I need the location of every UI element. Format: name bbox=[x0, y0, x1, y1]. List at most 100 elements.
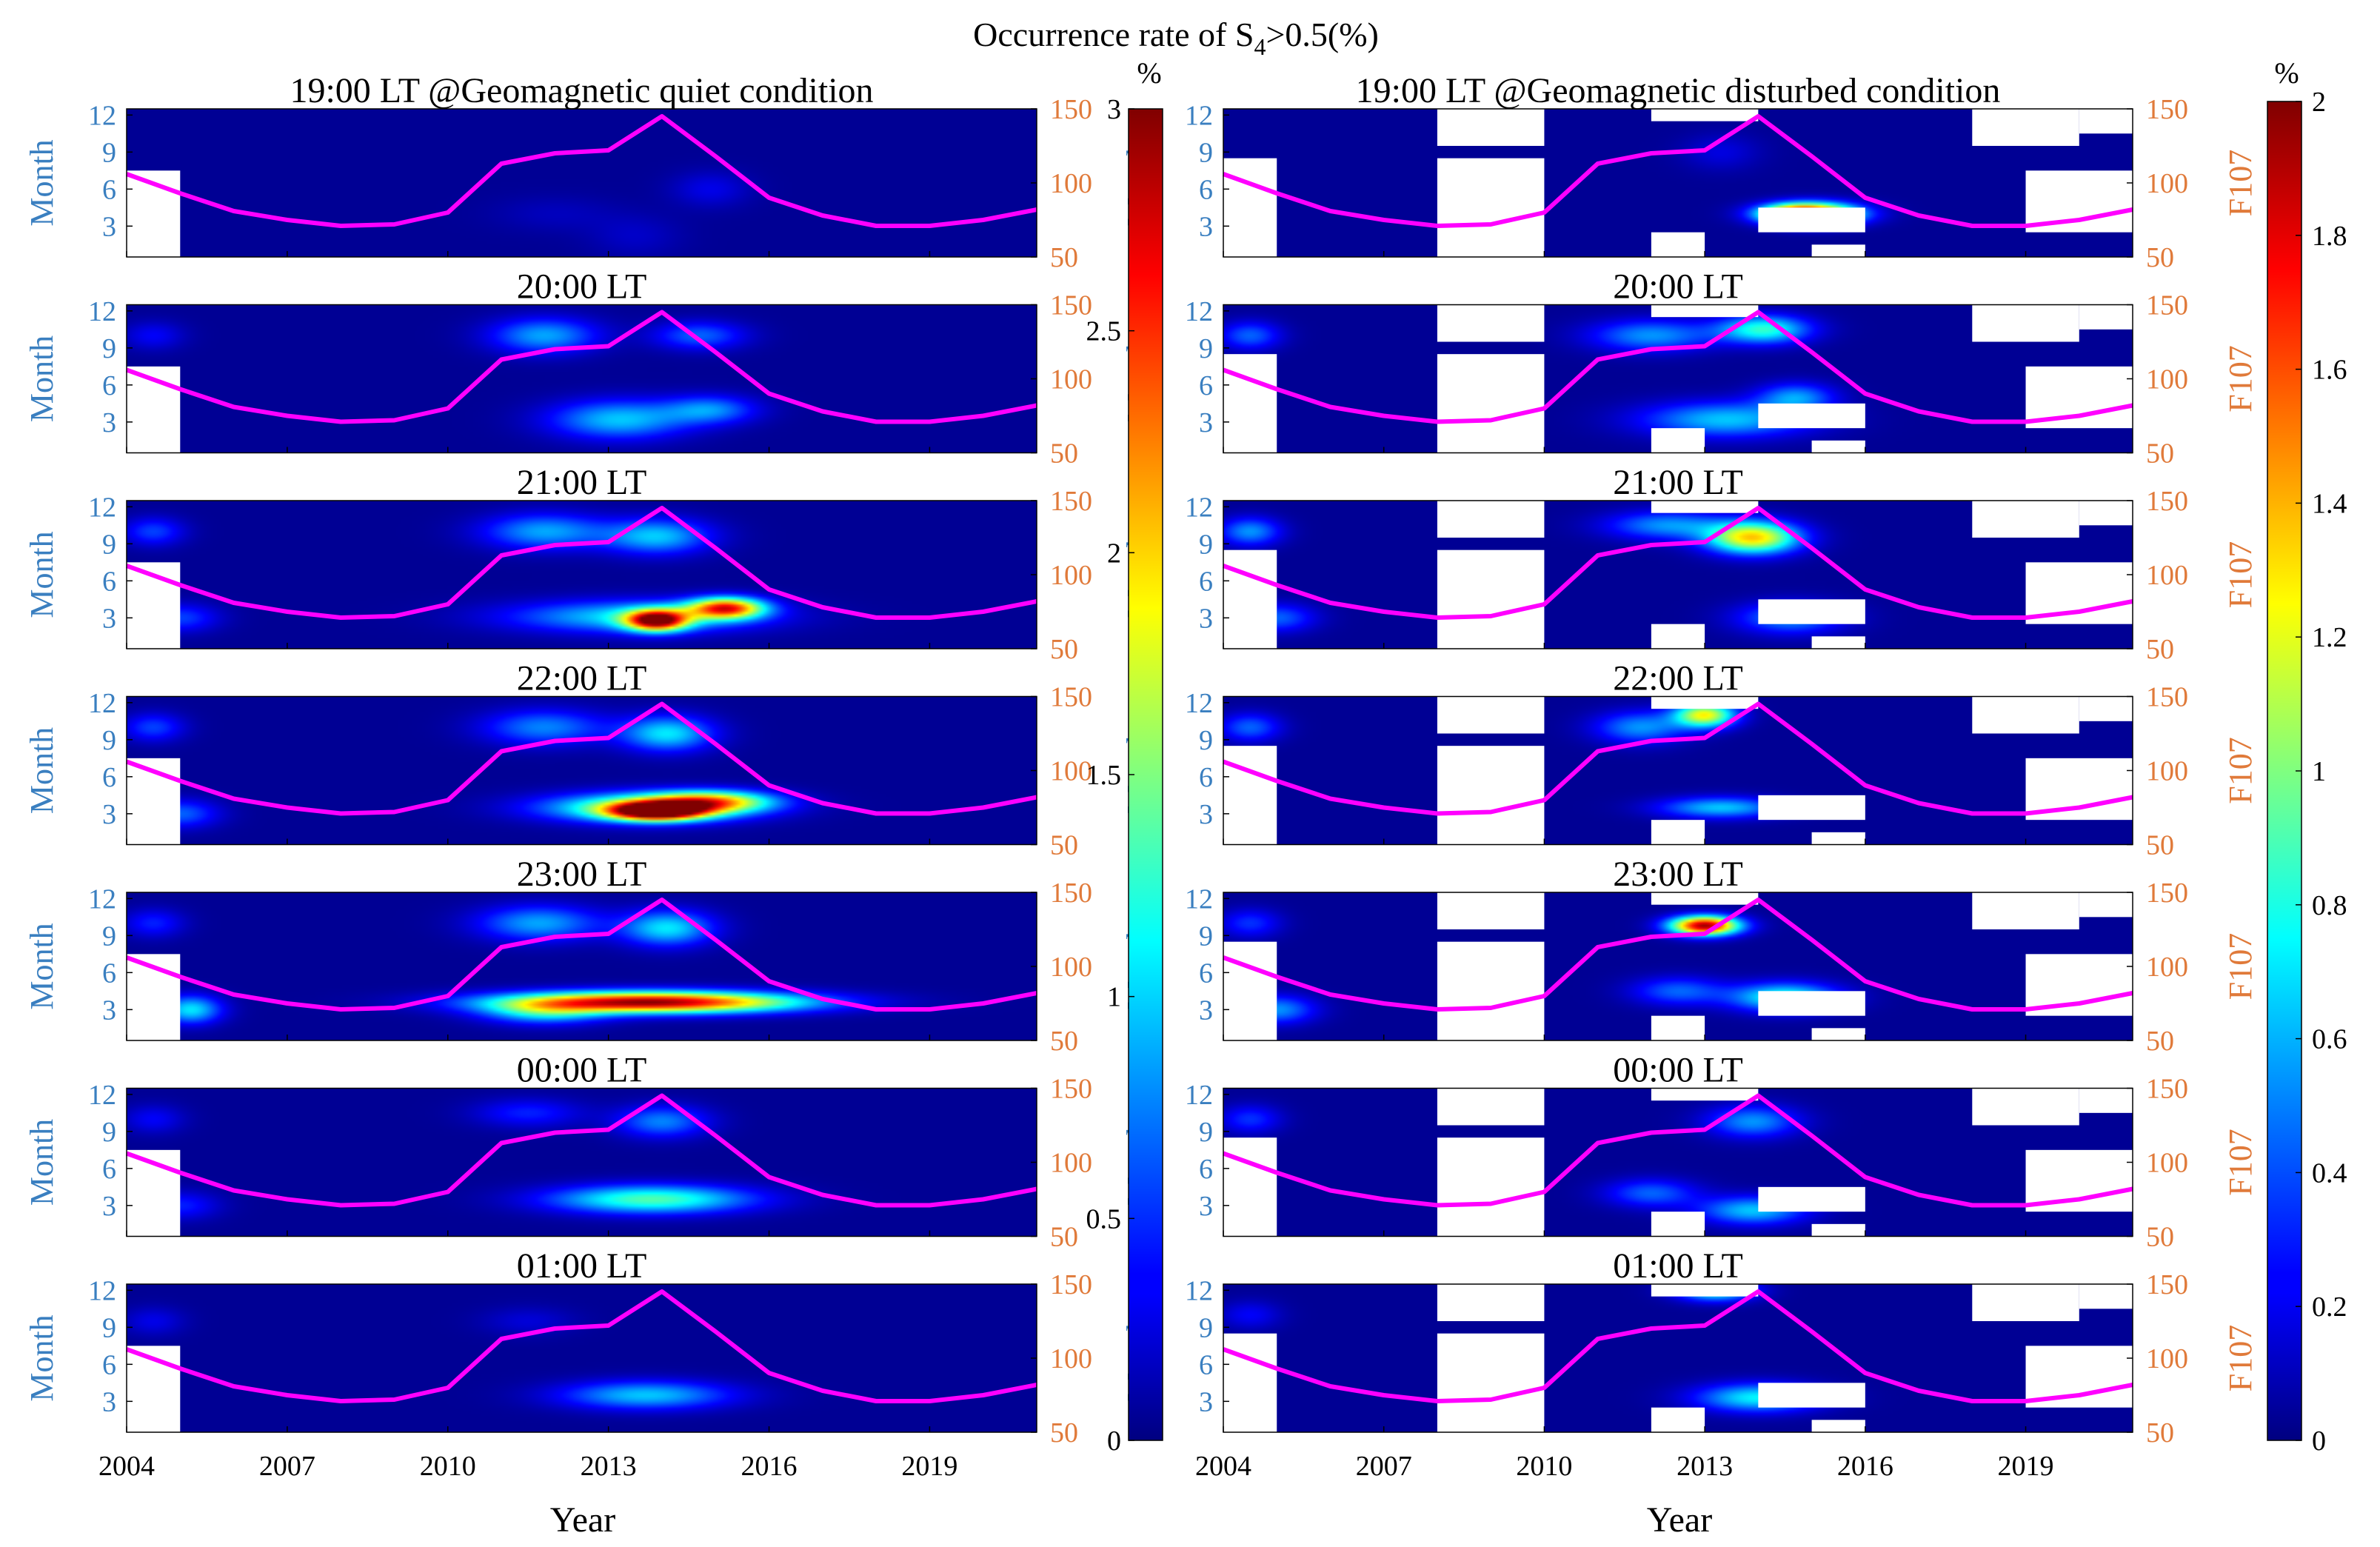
colorbar-tick-label: 1 bbox=[1107, 982, 1121, 1013]
disturbed-nodata-mask bbox=[1223, 549, 1277, 649]
quiet-f107-line-2 bbox=[125, 506, 1037, 620]
month-tick-label: 12 bbox=[1185, 1275, 1213, 1306]
f107-tick-label: 150 bbox=[1050, 878, 1092, 909]
month-tick-label: 3 bbox=[1199, 1191, 1213, 1222]
month-tick-label: 9 bbox=[1199, 529, 1213, 560]
colorbar-tick-label: 0.2 bbox=[2312, 1292, 2347, 1323]
disturbed-nodata-mask bbox=[1758, 795, 1865, 821]
disturbed-nodata-mask bbox=[1437, 1284, 1545, 1321]
quiet-panel-6: 01:00 LT 12 9 6 3 Month 150 100 50 2004 2007 2010 20… bbox=[24, 1246, 1092, 1482]
quiet-panel-0: 19:00 LT @Geomagnetic quiet condition 12 9… bbox=[24, 71, 1092, 273]
disturbed-nodata-mask bbox=[1972, 892, 2079, 929]
month-tick-label: 6 bbox=[1199, 1349, 1213, 1380]
disturbed-panel-title-1: 20:00 LT bbox=[1613, 267, 1743, 307]
month-tick-label: 9 bbox=[1199, 1312, 1213, 1343]
quiet-heatmap-6 bbox=[127, 1284, 1037, 1432]
disturbed-nodata-mask bbox=[1811, 440, 1865, 453]
f107-tick-label: 100 bbox=[1050, 952, 1092, 983]
f107-tick-label: 100 bbox=[2146, 952, 2188, 983]
month-tick-label: 6 bbox=[1199, 1154, 1213, 1185]
quiet-heatmap-0 bbox=[127, 109, 1037, 257]
month-tick-label: 12 bbox=[1185, 1080, 1213, 1111]
disturbed-f107-line-2 bbox=[1222, 506, 2133, 620]
month-axis-label: Month bbox=[24, 727, 60, 814]
disturbed-nodata-mask bbox=[1758, 991, 1865, 1016]
disturbed-nodata-mask bbox=[1651, 304, 1759, 318]
month-tick-label: 9 bbox=[1199, 725, 1213, 756]
month-tick-label: 12 bbox=[88, 492, 116, 523]
disturbed-nodata-mask bbox=[1223, 1333, 1277, 1432]
disturbed-nodata-mask bbox=[1651, 1284, 1759, 1297]
disturbed-nodata-mask bbox=[1972, 501, 2079, 538]
disturbed-nodata-mask bbox=[2079, 892, 2133, 918]
colorbar-tick-label: 3 bbox=[1107, 94, 1121, 125]
f107-tick-label: 50 bbox=[2146, 438, 2174, 470]
colorbar-tick-label: 1.5 bbox=[1086, 760, 1122, 791]
disturbed-nodata-mask bbox=[1437, 1088, 1545, 1126]
month-tick-label: 3 bbox=[102, 407, 116, 438]
year-tick-label: 2013 bbox=[581, 1451, 637, 1482]
month-tick-label: 3 bbox=[1199, 799, 1213, 830]
quiet-heatmap-4 bbox=[127, 892, 1037, 1040]
quiet-heatmap-1 bbox=[127, 304, 1037, 453]
colorbar-tick-label: 1.2 bbox=[2312, 622, 2347, 653]
disturbed-nodata-mask bbox=[1972, 1088, 2079, 1126]
f107-tick-label: 50 bbox=[2146, 1417, 2174, 1449]
disturbed-nodata-mask bbox=[1811, 1223, 1865, 1237]
month-tick-label: 12 bbox=[1185, 883, 1213, 915]
disturbed-nodata-mask bbox=[1972, 109, 2079, 146]
month-tick-label: 3 bbox=[102, 1386, 116, 1417]
colorbar-quiet: % 3 2.5 2 1.5 1 0.5 0 bbox=[1086, 56, 1163, 1457]
f107-tick-label: 150 bbox=[1050, 682, 1092, 713]
month-tick-label: 12 bbox=[88, 1080, 116, 1111]
disturbed-f107-line-1 bbox=[1222, 310, 2133, 424]
disturbed-panel-title-3: 22:00 LT bbox=[1613, 659, 1743, 698]
month-tick-label: 3 bbox=[1199, 1386, 1213, 1417]
month-tick-label: 9 bbox=[102, 529, 116, 560]
disturbed-nodata-mask bbox=[1651, 232, 1705, 257]
disturbed-nodata-mask bbox=[2079, 1088, 2133, 1113]
figure-title-main: Occurrence rate of S bbox=[973, 16, 1254, 53]
month-tick-label: 6 bbox=[1199, 762, 1213, 793]
month-tick-label: 12 bbox=[88, 883, 116, 915]
quiet-f107-line-3 bbox=[125, 701, 1037, 816]
f107-tick-label: 50 bbox=[1050, 242, 1078, 273]
month-tick-label: 6 bbox=[1199, 958, 1213, 989]
f107-tick-label: 50 bbox=[1050, 1026, 1078, 1057]
colorbar-tick-label: 2 bbox=[1107, 538, 1121, 569]
disturbed-nodata-mask bbox=[1811, 832, 1865, 845]
disturbed-nodata-mask bbox=[1223, 746, 1277, 845]
month-tick-label: 6 bbox=[102, 174, 116, 205]
disturbed-nodata-mask bbox=[2079, 109, 2133, 134]
disturbed-panel-title-0: 19:00 LT @Geomagnetic disturbed conditio… bbox=[1356, 71, 2001, 110]
month-tick-label: 3 bbox=[1199, 603, 1213, 634]
disturbed-nodata-mask bbox=[1437, 354, 1545, 453]
disturbed-panel-title-5: 00:00 LT bbox=[1613, 1051, 1743, 1090]
year-tick-label: 2019 bbox=[901, 1451, 957, 1482]
disturbed-nodata-mask bbox=[1437, 304, 1545, 342]
disturbed-nodata-mask bbox=[1437, 158, 1545, 257]
colorbar-quiet-unit: % bbox=[1137, 56, 1161, 90]
disturbed-nodata-mask bbox=[1437, 1333, 1545, 1432]
figure-title-subscript: 4 bbox=[1254, 33, 1266, 60]
quiet-panel-title-1: 20:00 LT bbox=[517, 267, 647, 307]
month-axis-label: Month bbox=[24, 923, 60, 1009]
month-tick-label: 9 bbox=[102, 137, 116, 168]
year-tick-label: 2007 bbox=[1356, 1451, 1412, 1482]
month-tick-label: 9 bbox=[1199, 1117, 1213, 1148]
month-tick-label: 3 bbox=[1199, 407, 1213, 438]
f107-tick-label: 150 bbox=[2146, 682, 2188, 713]
disturbed-panel-6: 01:00 LT12963Month15010050F1072004200720… bbox=[1120, 1246, 2259, 1482]
month-tick-label: 12 bbox=[1185, 688, 1213, 719]
disturbed-nodata-mask bbox=[1651, 820, 1705, 845]
figure-title-tail: >0.5(%) bbox=[1266, 16, 1378, 53]
f107-axis-label: F107 bbox=[2222, 345, 2259, 412]
disturbed-nodata-mask bbox=[1972, 696, 2079, 734]
f107-tick-label: 50 bbox=[1050, 830, 1078, 861]
f107-tick-label: 100 bbox=[1050, 1343, 1092, 1374]
month-axis-label: Month bbox=[24, 531, 60, 618]
year-tick-label: 2016 bbox=[741, 1451, 798, 1482]
quiet-heatmap-5 bbox=[127, 1088, 1037, 1237]
disturbed-nodata-mask bbox=[1437, 1137, 1545, 1237]
f107-tick-label: 50 bbox=[2146, 242, 2174, 273]
